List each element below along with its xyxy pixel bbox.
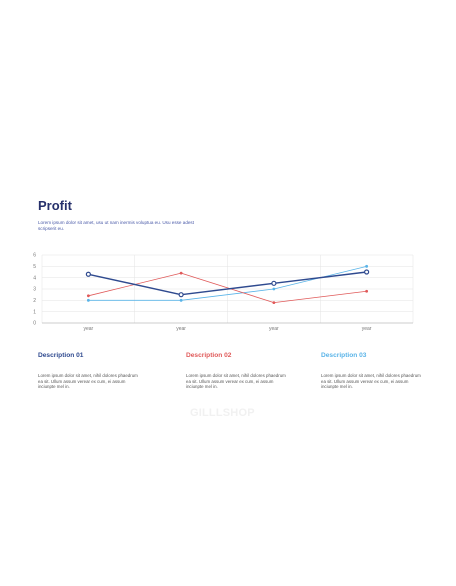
series-1-point-2: [271, 280, 277, 286]
series-2-point-1: [179, 271, 183, 275]
series-2-point-0: [86, 294, 90, 298]
series-1-point-0: [85, 271, 91, 277]
y-tick-label-5: 5: [33, 264, 36, 270]
y-tick-label-6: 6: [33, 253, 36, 259]
y-tick-label-1: 1: [33, 309, 36, 315]
description-02-body: Lorem ipsum dolor sit amet, nihil dolore…: [186, 373, 286, 390]
page-subtitle: Lorem ipsum dolor sit amet, usu ut nam i…: [38, 220, 195, 231]
description-03: Description 03 Lorem ipsum dolor sit ame…: [321, 352, 421, 390]
page-title: Profit: [38, 198, 72, 213]
series-3-point-1: [179, 298, 183, 302]
y-tick-label-4: 4: [33, 275, 36, 281]
description-01-body: Lorem ipsum dolor sit amet, nihil dolore…: [38, 373, 138, 390]
series-3-point-0: [86, 298, 90, 302]
series-3-point-2: [272, 287, 276, 291]
y-tick-label-2: 2: [33, 298, 36, 304]
series-1-point-3: [364, 269, 370, 275]
description-02-title: Description 02: [186, 352, 232, 359]
series-3-point-3: [365, 264, 369, 268]
y-tick-label-0: 0: [33, 321, 36, 327]
series-2-point-2: [272, 301, 276, 304]
description-01-title: Description 01: [38, 352, 84, 359]
watermark: GILLLSHOP: [190, 407, 255, 419]
description-03-body: Lorem ipsum dolor sit amet, nihil dolore…: [321, 373, 421, 390]
x-tick-label-2: year: [269, 326, 279, 332]
x-tick-label-1: year: [176, 326, 186, 332]
description-03-title: Description 03: [321, 352, 367, 359]
series-1-point-1: [178, 292, 184, 298]
description-01: Description 01 Lorem ipsum dolor sit ame…: [38, 352, 138, 390]
series-1-line: [88, 271, 367, 296]
series-2-point-3: [365, 289, 369, 293]
x-tick-label-3: year: [362, 326, 372, 332]
x-tick-label-0: year: [84, 326, 94, 332]
description-02: Description 02 Lorem ipsum dolor sit ame…: [186, 352, 286, 390]
y-tick-label-3: 3: [33, 287, 36, 293]
